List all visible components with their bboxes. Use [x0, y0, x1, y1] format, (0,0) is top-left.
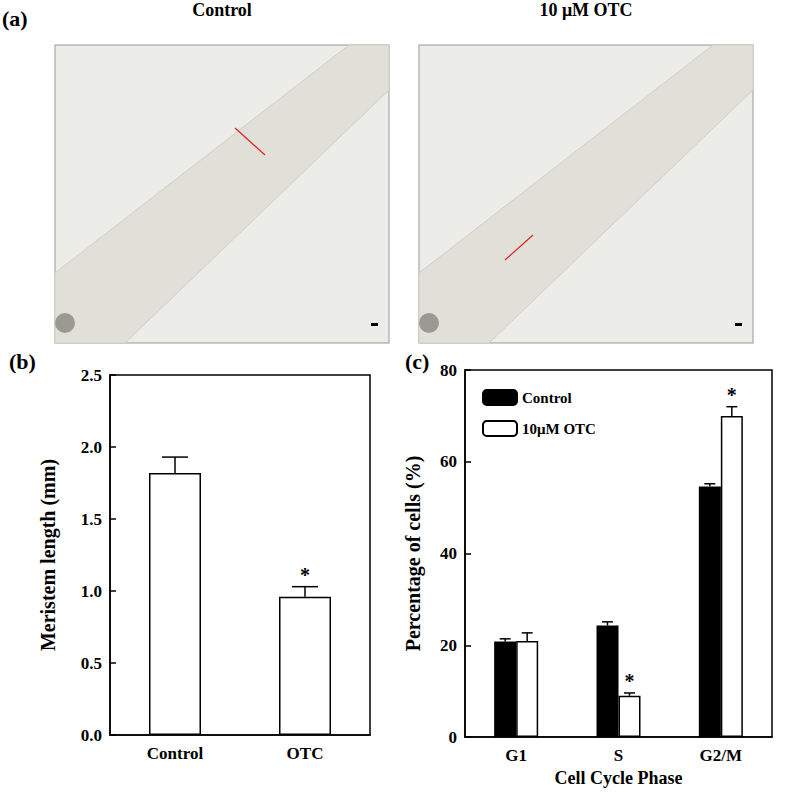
svg-text:1.5: 1.5	[81, 510, 102, 529]
svg-text:40: 40	[440, 544, 457, 563]
svg-text:(c): (c)	[405, 349, 429, 374]
svg-text:0: 0	[449, 728, 458, 747]
svg-text:20: 20	[440, 636, 457, 655]
svg-text:Control: Control	[192, 0, 252, 20]
svg-text:1.0: 1.0	[81, 582, 102, 601]
svg-text:2.5: 2.5	[81, 366, 102, 385]
svg-text:(b): (b)	[9, 349, 36, 374]
svg-text:Control: Control	[147, 744, 204, 763]
svg-text:Cell Cycle Phase: Cell Cycle Phase	[555, 768, 683, 788]
svg-text:0.5: 0.5	[81, 654, 102, 673]
svg-text:G1: G1	[505, 746, 527, 765]
svg-text:*: *	[300, 564, 310, 586]
svg-text:*: *	[625, 670, 635, 692]
svg-text:60: 60	[440, 452, 457, 471]
svg-text:10μM OTC: 10μM OTC	[522, 421, 596, 437]
svg-text:Meristem length (mm): Meristem length (mm)	[37, 459, 60, 651]
svg-text:0.0: 0.0	[81, 726, 102, 745]
svg-text:2.0: 2.0	[81, 438, 102, 457]
svg-text:G2/M: G2/M	[700, 746, 743, 765]
svg-text:S: S	[614, 746, 623, 765]
svg-text:10 μM OTC: 10 μM OTC	[539, 0, 632, 20]
svg-text:*: *	[727, 384, 737, 406]
svg-text:80: 80	[440, 361, 457, 380]
svg-text:OTC: OTC	[287, 744, 324, 763]
svg-text:Percentage of cells (%): Percentage of cells (%)	[402, 456, 425, 652]
svg-text:(a): (a)	[2, 6, 28, 31]
svg-text:Control: Control	[522, 390, 572, 406]
